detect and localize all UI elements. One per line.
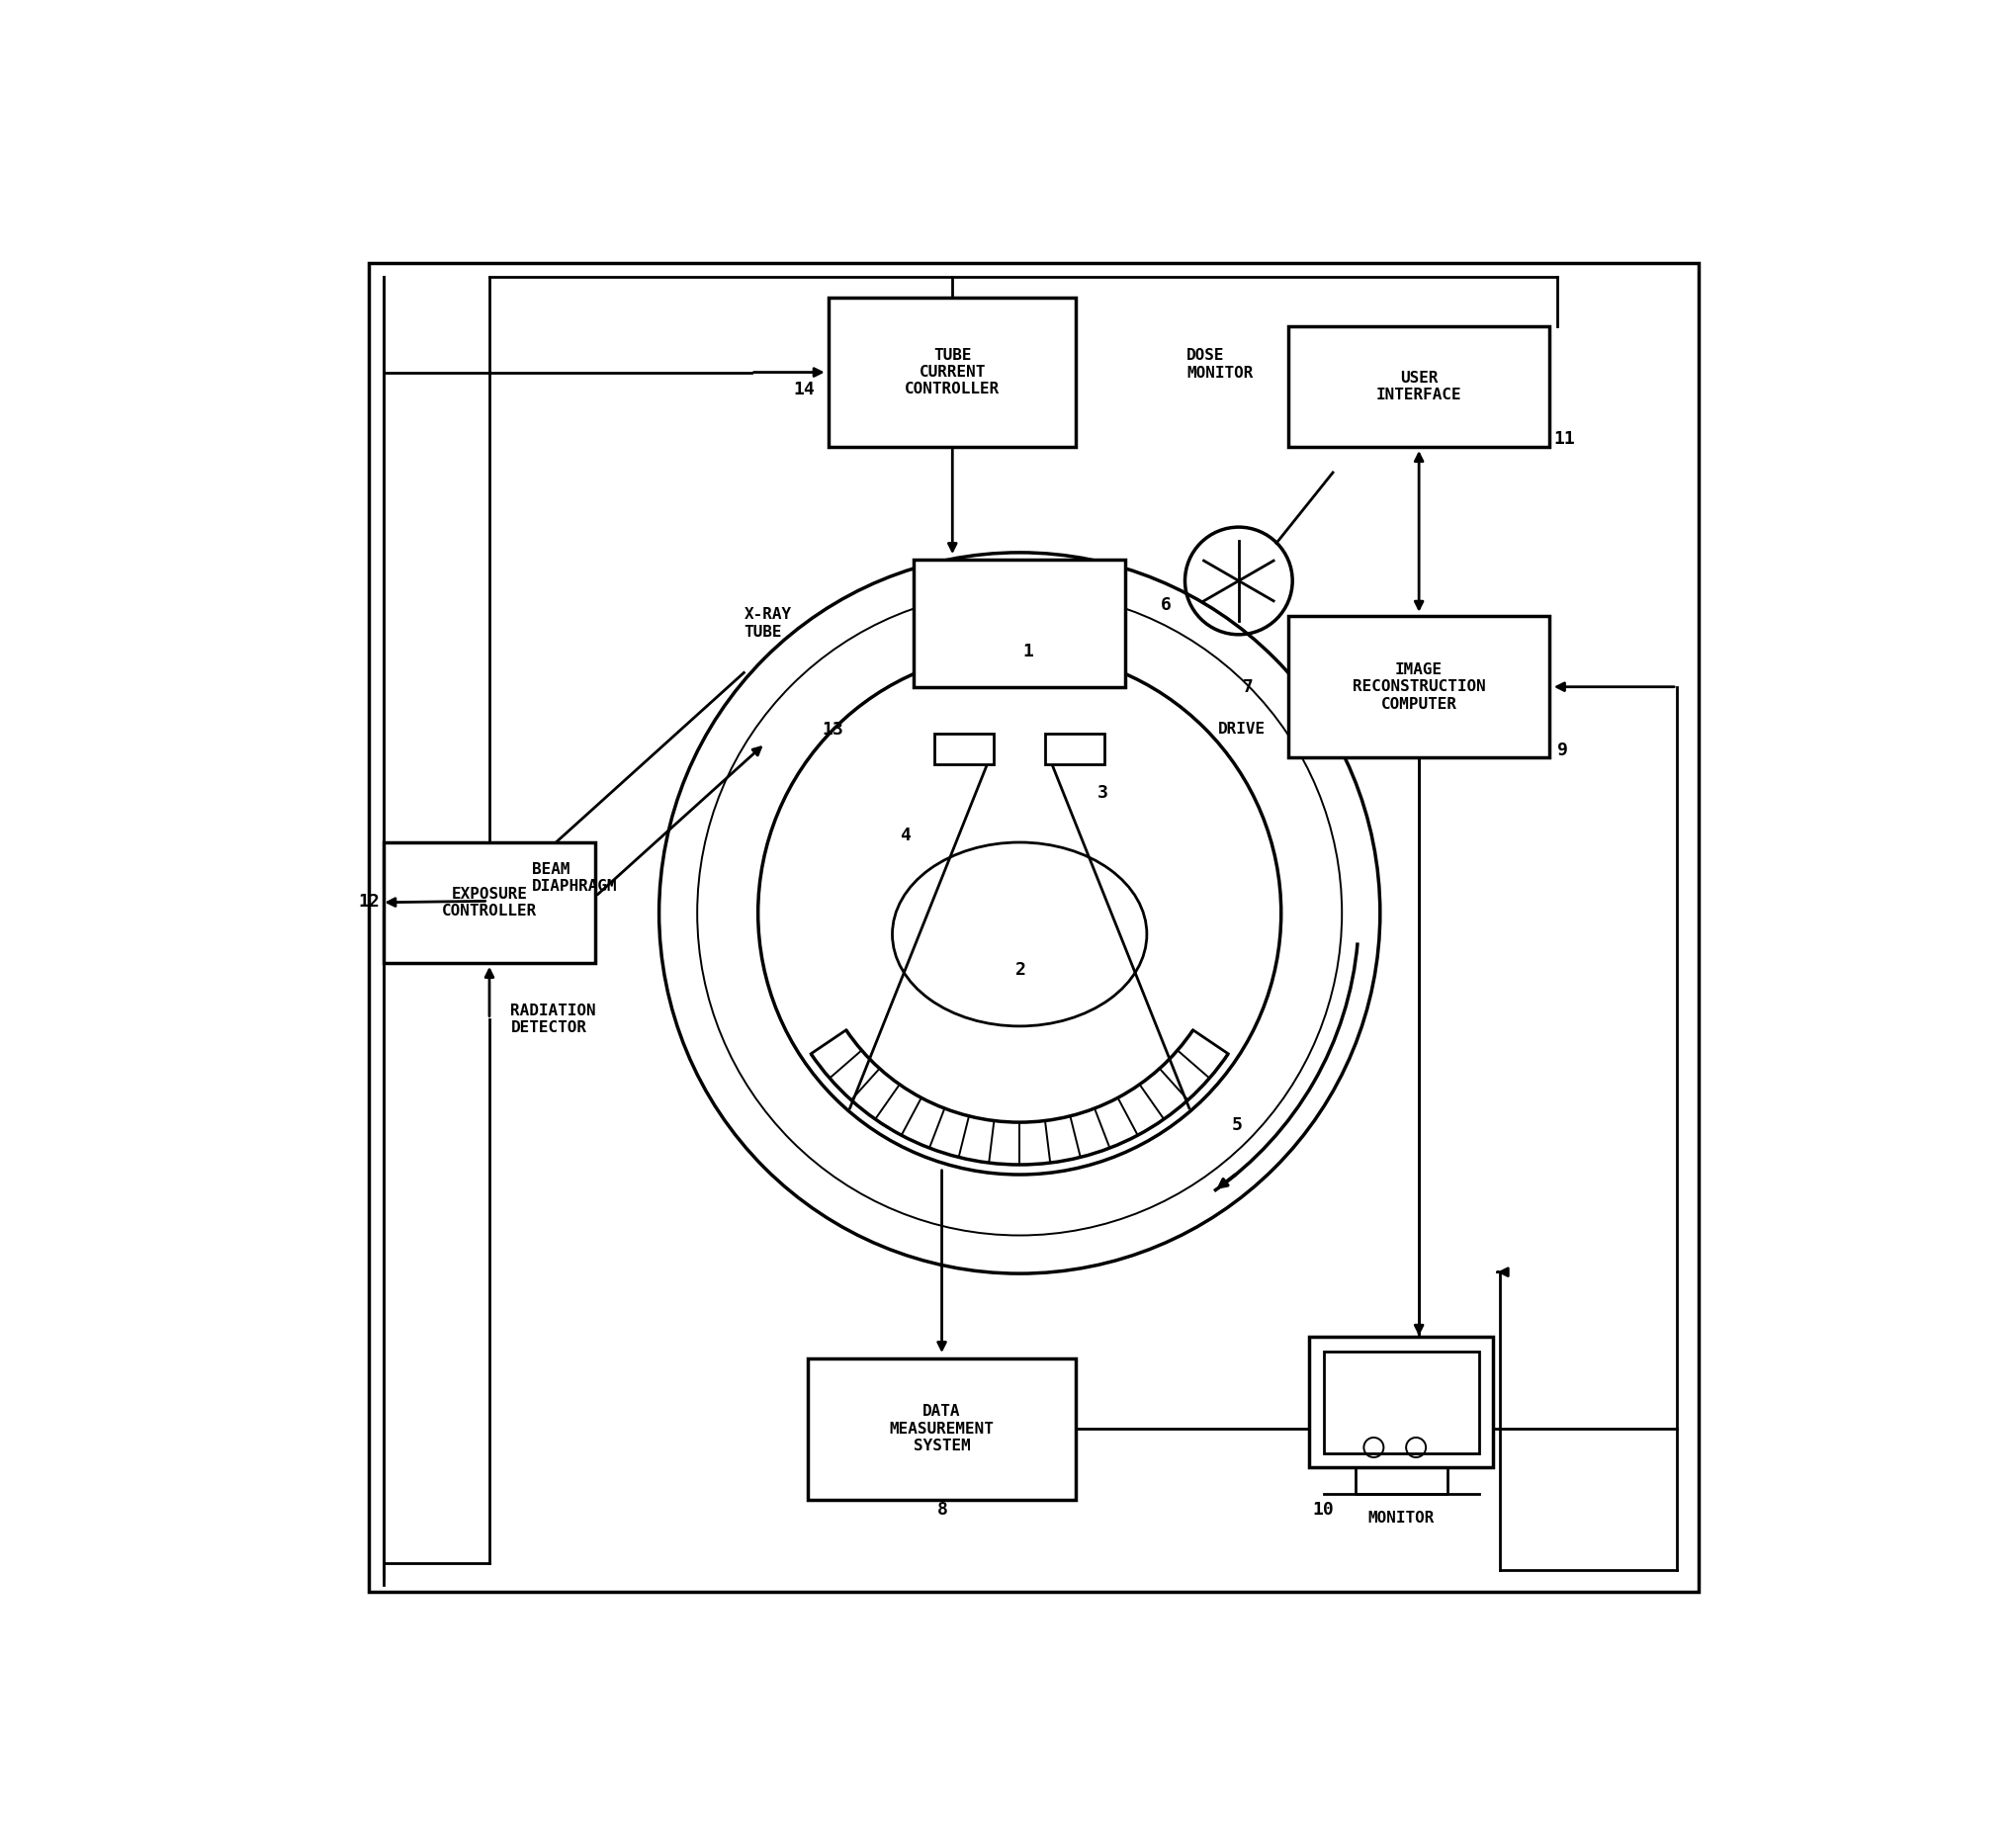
Text: X-RAY
TUBE: X-RAY TUBE <box>744 608 790 639</box>
Text: 13: 13 <box>821 720 843 738</box>
Text: 1: 1 <box>1022 643 1032 661</box>
FancyBboxPatch shape <box>806 1359 1077 1500</box>
Text: 7: 7 <box>1242 677 1254 696</box>
Text: 6: 6 <box>1161 597 1171 613</box>
Text: 2: 2 <box>1014 960 1026 979</box>
Text: EXPOSURE
CONTROLLER: EXPOSURE CONTROLLER <box>442 887 536 918</box>
Text: TUBE
CURRENT
CONTROLLER: TUBE CURRENT CONTROLLER <box>905 347 1000 397</box>
FancyBboxPatch shape <box>913 560 1125 687</box>
Text: 3: 3 <box>1097 784 1107 802</box>
FancyBboxPatch shape <box>1322 1351 1478 1452</box>
FancyBboxPatch shape <box>1308 1337 1492 1467</box>
Text: 5: 5 <box>1232 1116 1242 1135</box>
Text: 8: 8 <box>937 1500 948 1518</box>
Text: 11: 11 <box>1552 431 1574 448</box>
Text: DOSE
MONITOR: DOSE MONITOR <box>1185 349 1252 380</box>
FancyBboxPatch shape <box>1288 327 1548 446</box>
Text: 12: 12 <box>357 892 379 911</box>
Text: 4: 4 <box>899 826 909 845</box>
Text: USER
INTERFACE: USER INTERFACE <box>1375 371 1462 402</box>
Text: 10: 10 <box>1312 1500 1333 1518</box>
FancyBboxPatch shape <box>1288 617 1548 758</box>
FancyBboxPatch shape <box>383 843 595 962</box>
FancyBboxPatch shape <box>1044 734 1105 764</box>
Text: RADIATION
DETECTOR: RADIATION DETECTOR <box>510 1002 597 1036</box>
Text: 14: 14 <box>792 382 814 398</box>
FancyBboxPatch shape <box>933 734 994 764</box>
Text: DRIVE: DRIVE <box>1218 722 1264 736</box>
Text: IMAGE
RECONSTRUCTION
COMPUTER: IMAGE RECONSTRUCTION COMPUTER <box>1351 663 1486 712</box>
Text: DATA
MEASUREMENT
SYSTEM: DATA MEASUREMENT SYSTEM <box>889 1405 994 1454</box>
Text: 9: 9 <box>1556 742 1566 760</box>
FancyBboxPatch shape <box>829 297 1077 446</box>
Text: BEAM
DIAPHRAGM: BEAM DIAPHRAGM <box>532 861 617 894</box>
Text: MONITOR: MONITOR <box>1367 1511 1433 1526</box>
